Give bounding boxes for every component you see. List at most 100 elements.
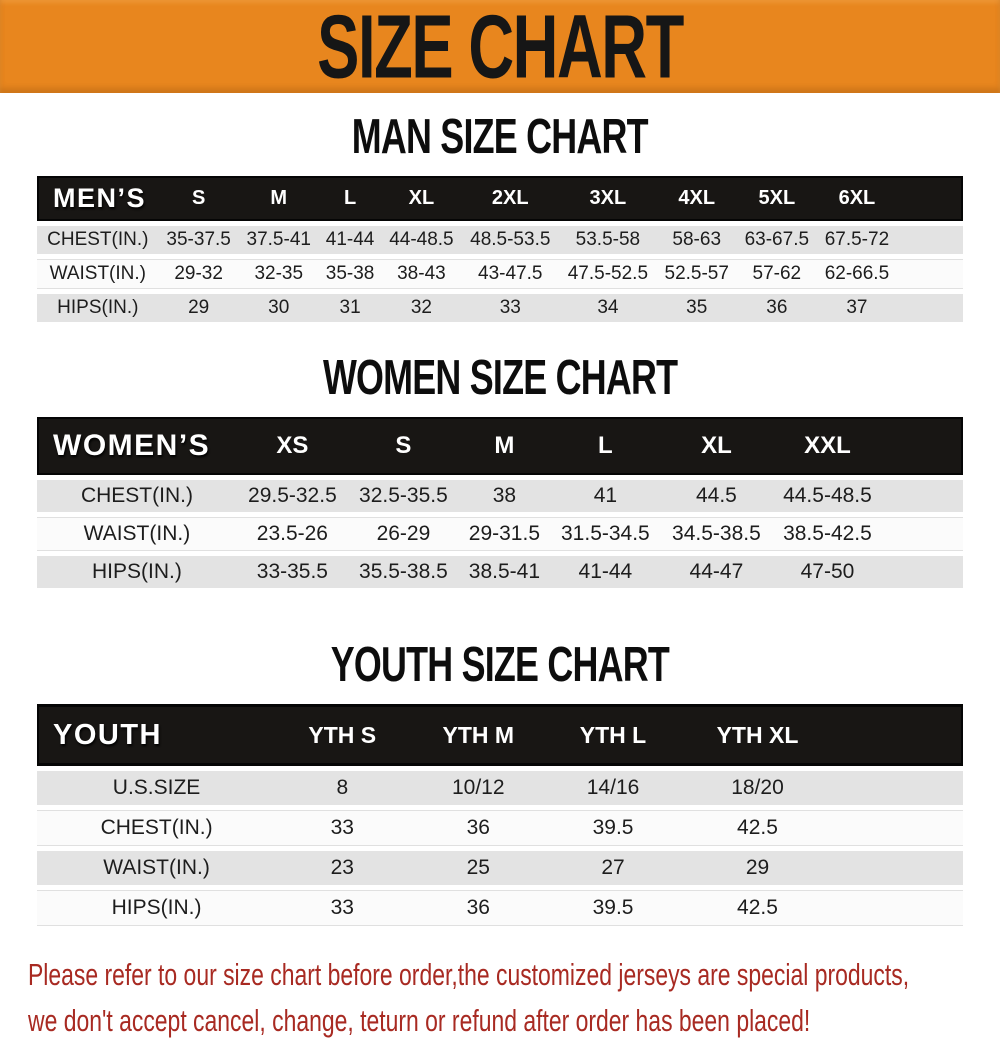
size-value-cell: 37.5-41 [238,226,319,254]
row-label: HIPS(IN.) [37,890,277,926]
size-header-cell: S [158,176,239,221]
size-value-cell: 25 [408,851,549,885]
size-value-cell: 32-35 [238,259,319,289]
size-value-cell: 23.5-26 [236,517,348,551]
size-value-cell: 36 [736,294,817,322]
size-header-cell: XXL [771,417,883,475]
size-value-cell: 42.5 [677,890,837,926]
youth-size-chart-title-text: YOUTH SIZE CHART [330,636,670,692]
size-value-cell: 35-37.5 [158,226,239,254]
spacer-cell [837,890,963,926]
size-header-cell: YTH XL [677,704,837,766]
spacer-cell [837,810,963,846]
measurement-row: WAIST(IN.) 29-32 32-35 35-38 38-43 43-47.5 47.… [37,259,963,289]
size-header-cell: XS [236,417,348,475]
size-value-cell: 23 [276,851,409,885]
row-label: WAIST(IN.) [37,259,159,289]
size-value-cell: 18/20 [677,771,837,805]
youth-size-section: YOUTH SIZE CHART YOUTH YTH S YTH M YTH L YTH… [0,593,1000,931]
size-value-cell: 26-29 [347,517,459,551]
man-size-chart-title-text: MAN SIZE CHART [351,108,649,164]
size-value-cell: 14/16 [548,771,678,805]
spacer-cell [897,226,963,254]
size-header-cell: YTH S [276,704,409,766]
size-value-cell: 34 [559,294,657,322]
banner-title: SIZE CHART [317,0,684,97]
measurement-row: HIPS(IN.) 29 30 31 32 33 34 35 36 37 [37,294,963,322]
size-header-cell: S [347,417,459,475]
size-header-cell: 5XL [736,176,817,221]
table-title-cell: MEN’S [37,176,159,221]
size-value-cell: 32.5-35.5 [347,480,459,512]
size-value-cell: 44-47 [660,556,772,588]
size-header-cell: L [318,176,382,221]
size-value-cell: 35-38 [318,259,382,289]
size-value-cell: 35 [656,294,737,322]
size-header-cell: YTH M [408,704,549,766]
size-value-cell: 39.5 [548,890,678,926]
man-size-table: MEN’S S M L XL 2XL 3XL 4XL 5XL 6XL CHEST(IN.) 35-37… [37,171,963,327]
table-header-row: WOMEN’S XS S M L XL XXL [37,417,963,475]
size-header-cell: 6XL [816,176,897,221]
size-value-cell: 27 [548,851,678,885]
size-value-cell: 29 [158,294,239,322]
row-label: CHEST(IN.) [37,480,237,512]
footer-line-1-text: Please refer to our size chart before or… [28,957,910,992]
table-header-row: MEN’S S M L XL 2XL 3XL 4XL 5XL 6XL [37,176,963,221]
footer-line-2-text: we don't accept cancel, change, teturn o… [28,1003,811,1038]
size-header-cell: M [458,417,550,475]
size-header-cell: YTH L [548,704,678,766]
footer-note: Please refer to our size chart before or… [0,955,1000,1047]
size-header-cell: XL [381,176,462,221]
size-value-cell: 29-32 [158,259,239,289]
row-label: HIPS(IN.) [37,294,159,322]
size-value-cell: 39.5 [548,810,678,846]
size-value-cell: 33-35.5 [236,556,348,588]
size-value-cell: 48.5-53.5 [461,226,560,254]
spacer-cell [897,176,963,221]
row-label: U.S.SIZE [37,771,277,805]
size-value-cell: 31.5-34.5 [549,517,661,551]
measurement-row: CHEST(IN.) 35-37.5 37.5-41 41-44 44-48.5 48.5… [37,226,963,254]
size-value-cell: 62-66.5 [816,259,897,289]
size-value-cell: 63-67.5 [736,226,817,254]
measurement-row: WAIST(IN.) 23.5-26 26-29 29-31.5 31.5-34.5 34… [37,517,963,551]
measurement-row: HIPS(IN.) 33 36 39.5 42.5 [37,890,963,926]
size-value-cell: 36 [408,810,549,846]
youth-size-table: YOUTH YTH S YTH M YTH L YTH XL U.S.SIZE 8 10/12… [37,699,963,931]
size-value-cell: 52.5-57 [656,259,737,289]
size-value-cell: 53.5-58 [559,226,657,254]
youth-size-chart-title: YOUTH SIZE CHART [0,593,1000,692]
size-value-cell: 57-62 [736,259,817,289]
spacer-cell [897,259,963,289]
measurement-row: WAIST(IN.) 23 25 27 29 [37,851,963,885]
row-label: HIPS(IN.) [37,556,237,588]
women-size-table: WOMEN’S XS S M L XL XXL CHEST(IN.) 29.5-32.5 32.5… [37,412,963,593]
row-label: WAIST(IN.) [37,517,237,551]
table-title-cell: WOMEN’S [37,417,237,475]
size-value-cell: 41-44 [549,556,661,588]
row-label: WAIST(IN.) [37,851,277,885]
size-value-cell: 42.5 [677,810,837,846]
size-value-cell: 38.5-41 [458,556,550,588]
size-value-cell: 31 [318,294,382,322]
spacer-cell [837,851,963,885]
size-value-cell: 58-63 [656,226,737,254]
size-header-cell: 2XL [461,176,560,221]
size-header-cell: XL [660,417,772,475]
size-value-cell: 8 [276,771,409,805]
size-header-cell: 3XL [559,176,657,221]
man-size-section: MAN SIZE CHART MEN’S S M L XL 2XL 3XL 4XL 5XL 6XL… [0,93,1000,327]
size-value-cell: 33 [461,294,560,322]
size-value-cell: 29-31.5 [458,517,550,551]
size-value-cell: 29.5-32.5 [236,480,348,512]
size-value-cell: 43-47.5 [461,259,560,289]
size-value-cell: 33 [276,890,409,926]
size-value-cell: 44.5-48.5 [771,480,883,512]
size-value-cell: 67.5-72 [816,226,897,254]
size-value-cell: 38 [458,480,550,512]
women-size-section: WOMEN SIZE CHART WOMEN’S XS S M L XL XXL CHEST(… [0,327,1000,593]
measurement-row: U.S.SIZE 8 10/12 14/16 18/20 [37,771,963,805]
women-size-chart-title-text: WOMEN SIZE CHART [322,349,678,405]
spacer-cell [883,517,963,551]
